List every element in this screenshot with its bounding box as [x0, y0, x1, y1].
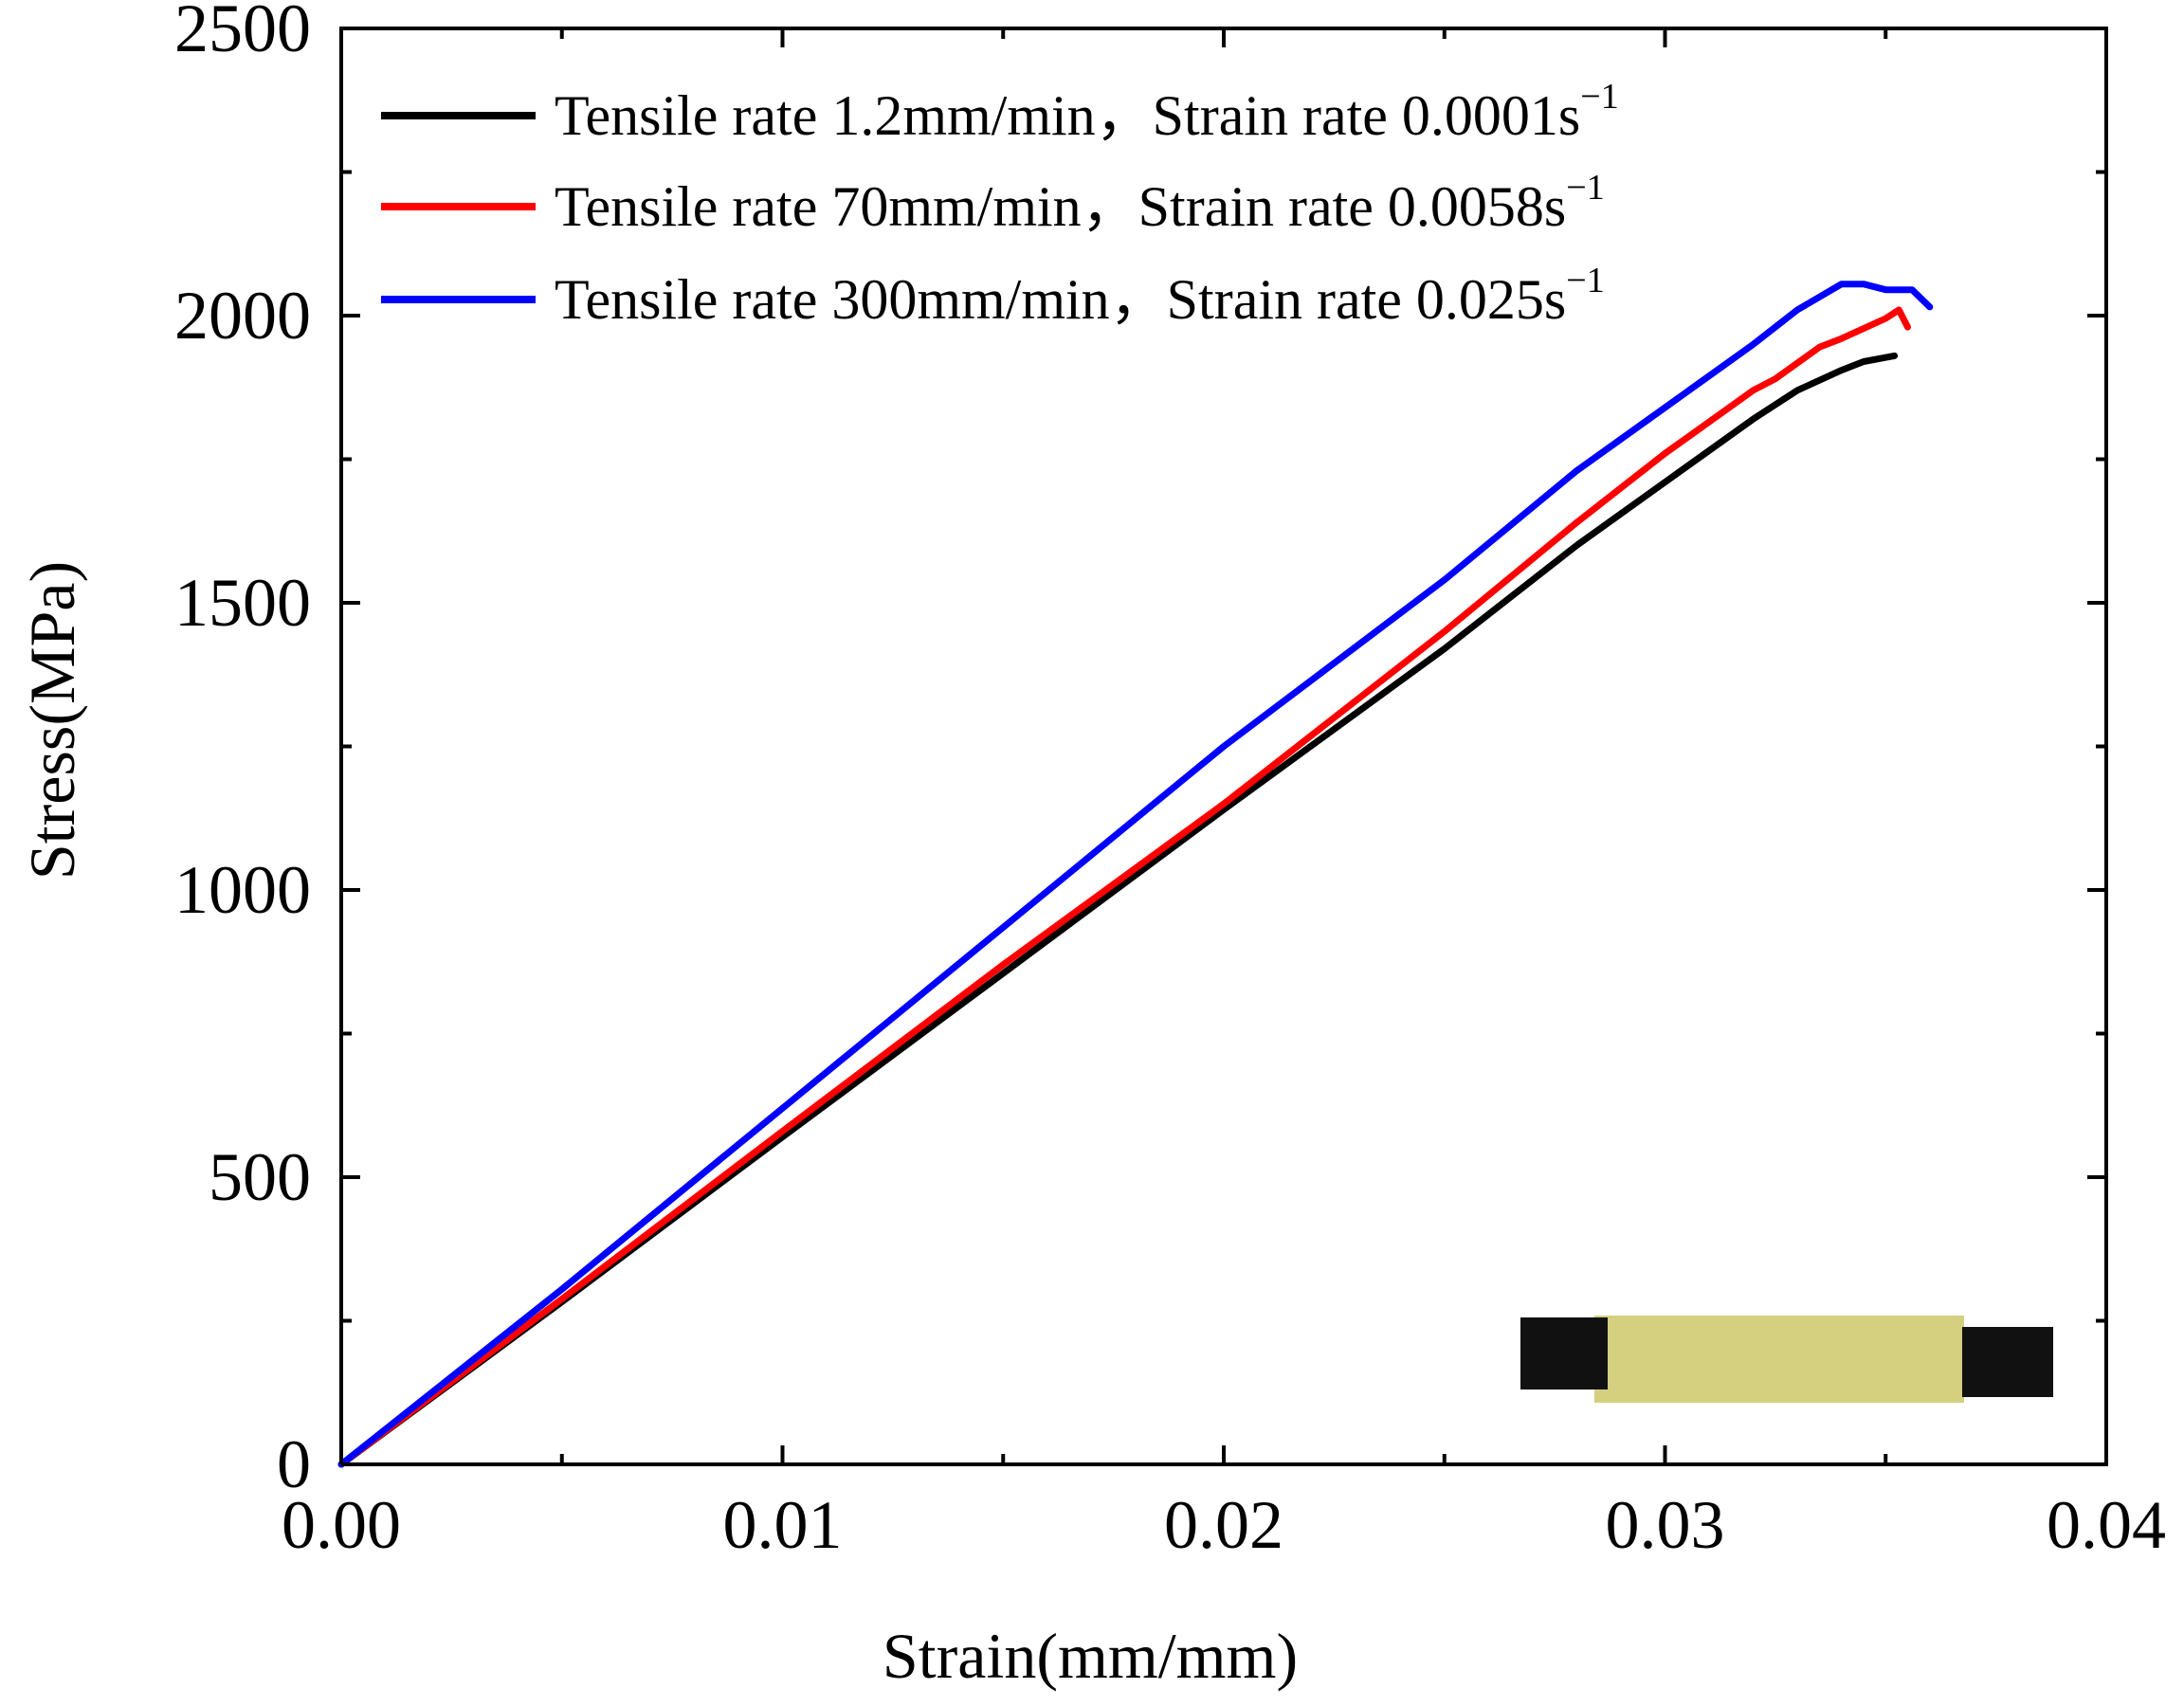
specimen-right-tab — [1962, 1327, 2053, 1397]
legend-label-3: Tensile rate 300mm/min，Strain rate 0.025… — [555, 261, 1605, 331]
specimen-fabric — [1594, 1316, 1964, 1403]
y-tick-label: 1500 — [174, 565, 311, 641]
specimen-left-tab — [1520, 1317, 1608, 1389]
x-axis-title: Strain(mm/mm) — [883, 1620, 1298, 1692]
y-tick-label: 1000 — [174, 852, 311, 928]
legend-entry-2: Tensile rate 70mm/min，Strain rate 0.0058… — [381, 168, 1605, 238]
y-tick-label: 2000 — [174, 278, 311, 354]
series-line-3 — [337, 281, 1934, 1468]
legend-entry-3: Tensile rate 300mm/min，Strain rate 0.025… — [381, 261, 1605, 331]
y-tick-label: 0 — [277, 1426, 311, 1502]
legend-label-2: Tensile rate 70mm/min，Strain rate 0.0058… — [555, 168, 1605, 238]
x-tick-label: 0.04 — [2047, 1487, 2166, 1563]
curves — [337, 281, 1934, 1468]
y-axis-title: Stress(MPa) — [16, 561, 88, 880]
x-tick-label: 0.03 — [1606, 1487, 1725, 1563]
legend: Tensile rate 1.2mm/min，Strain rate 0.000… — [381, 77, 1619, 331]
x-tick-label: 0.01 — [723, 1487, 843, 1563]
series-line-1 — [337, 352, 1899, 1468]
y-tick-label: 500 — [209, 1139, 311, 1215]
y-tick-label: 2500 — [174, 0, 311, 66]
series-line-2 — [337, 306, 1911, 1468]
specimen-photo — [1520, 1316, 2053, 1403]
x-tick-label: 0.02 — [1164, 1487, 1283, 1563]
legend-label-1: Tensile rate 1.2mm/min，Strain rate 0.000… — [555, 77, 1619, 147]
x-tick-label: 0.00 — [282, 1487, 401, 1563]
legend-entry-1: Tensile rate 1.2mm/min，Strain rate 0.000… — [381, 77, 1619, 147]
axes: 0.00 0.01 0.02 0.03 0.04 0 500 1000 1500 2000 2500 — [174, 0, 2166, 1563]
